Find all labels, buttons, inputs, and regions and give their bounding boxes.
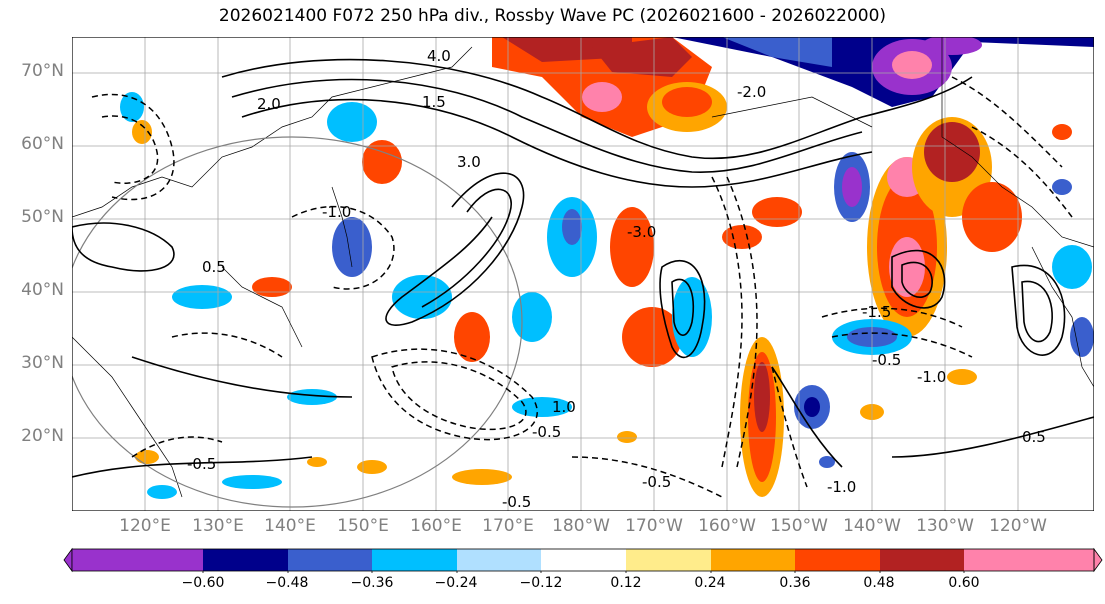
lon-label-140w: 140°W bbox=[843, 516, 901, 536]
colorbar-cell bbox=[372, 549, 457, 571]
divergence-shading bbox=[120, 37, 1094, 499]
contour-label: -2.0 bbox=[737, 83, 766, 101]
colorbar-cell bbox=[288, 549, 372, 571]
contour-label: 1.5 bbox=[422, 93, 446, 111]
lon-label-120e: 120°E bbox=[119, 516, 171, 536]
contour-label: -1.0 bbox=[827, 478, 856, 496]
contour-label: -0.5 bbox=[642, 473, 671, 491]
lon-label-140e: 140°E bbox=[264, 516, 316, 536]
lon-label-170e: 170°E bbox=[482, 516, 534, 536]
colorbar-cell bbox=[880, 549, 964, 571]
contour-label: 4.0 bbox=[427, 47, 451, 65]
colorbar-cell bbox=[72, 549, 203, 571]
contour-label: -0.5 bbox=[872, 351, 901, 369]
colorbar-outline bbox=[71, 548, 1095, 572]
coastlines bbox=[72, 37, 1094, 498]
contour-label: 3.0 bbox=[457, 153, 481, 171]
map-panel: 4.0 2.0 1.5 0.5 -1.0 -0.5 1.0 3.0 -1.5 -… bbox=[72, 37, 1094, 511]
colorbar-cell bbox=[457, 549, 541, 571]
gridlines bbox=[72, 37, 1094, 511]
colorbar-cell bbox=[711, 549, 795, 571]
lon-label-130e: 130°E bbox=[192, 516, 244, 536]
colorbar-tick: −0.60 bbox=[181, 575, 225, 591]
contour-label: -0.5 bbox=[532, 423, 561, 441]
map-title: 2026021400 F072 250 hPa div., Rossby Wav… bbox=[218, 6, 887, 26]
colorbar-cell bbox=[203, 549, 288, 571]
colorbar-cell bbox=[795, 549, 880, 571]
contour-label: -1.0 bbox=[322, 203, 351, 221]
colorbar-tick: 0.60 bbox=[948, 575, 980, 591]
contour-label: 0.5 bbox=[202, 258, 226, 276]
contours-positive bbox=[72, 58, 1094, 478]
lon-label-150e: 150°E bbox=[337, 516, 389, 536]
colorbar-cell bbox=[964, 549, 1094, 571]
colorbar-cell bbox=[541, 549, 626, 571]
contours-negative bbox=[91, 76, 1073, 498]
contour-label: -3.0 bbox=[627, 223, 656, 241]
lon-label-160e: 160°E bbox=[410, 516, 462, 536]
lon-label-180w: 180°W bbox=[552, 516, 610, 536]
colorbar-tick: −0.36 bbox=[350, 575, 394, 591]
colorbar-tick: −0.48 bbox=[265, 575, 309, 591]
colorbar-tick: 0.36 bbox=[779, 575, 811, 591]
contour-label: -1.5 bbox=[862, 303, 891, 321]
contour-label: -0.5 bbox=[502, 493, 531, 511]
colorbar-extend-low bbox=[63, 547, 73, 573]
colorbar bbox=[63, 547, 1103, 573]
lat-label-70n: 70°N bbox=[21, 61, 64, 81]
colorbar-tick: 0.12 bbox=[610, 575, 642, 591]
contour-label: 1.0 bbox=[552, 398, 576, 416]
colorbar-cell bbox=[626, 549, 711, 571]
lon-label-160w: 160°W bbox=[698, 516, 756, 536]
lon-label-170w: 170°W bbox=[625, 516, 683, 536]
lon-label-130w: 130°W bbox=[916, 516, 974, 536]
lon-label-120w: 120°W bbox=[989, 516, 1047, 536]
colorbar-extend-high bbox=[1093, 547, 1103, 573]
colorbar-tick: 0.48 bbox=[863, 575, 895, 591]
lat-label-20n: 20°N bbox=[21, 426, 64, 446]
lat-label-40n: 40°N bbox=[21, 280, 64, 300]
lon-label-150w: 150°W bbox=[770, 516, 828, 536]
contour-label: -1.0 bbox=[917, 368, 946, 386]
lat-label-30n: 30°N bbox=[21, 353, 64, 373]
contour-label: 2.0 bbox=[257, 95, 281, 113]
lat-label-50n: 50°N bbox=[21, 207, 64, 227]
contour-label-layer: 4.0 2.0 1.5 0.5 -1.0 -0.5 1.0 3.0 -1.5 -… bbox=[187, 47, 1046, 511]
colorbar-tick: 0.24 bbox=[694, 575, 726, 591]
contour-label: -0.5 bbox=[187, 455, 216, 473]
colorbar-tick: −0.12 bbox=[519, 575, 563, 591]
contour-label: 0.5 bbox=[1022, 428, 1046, 446]
great-circle-outline bbox=[72, 136, 523, 508]
lat-label-60n: 60°N bbox=[21, 134, 64, 154]
colorbar-tick: −0.24 bbox=[434, 575, 478, 591]
